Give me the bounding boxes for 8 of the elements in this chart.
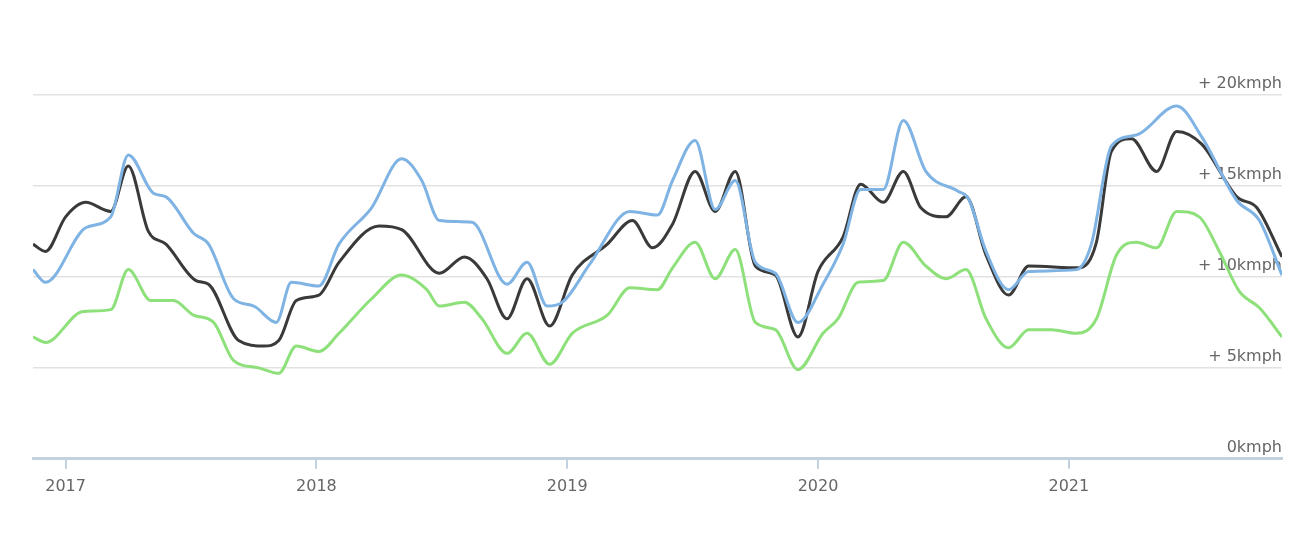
y-tick-label: 0kmph [1226, 436, 1282, 456]
x-tick-label: 2019 [546, 475, 588, 495]
x-tick-label: 2021 [1048, 475, 1090, 495]
x-tick-label: 2017 [45, 475, 86, 495]
y-tick-label: + 5kmph [1208, 346, 1282, 366]
x-tick-label: 2020 [797, 475, 839, 495]
x-tick-label: 2018 [296, 475, 337, 495]
y-tick-label: + 20kmph [1198, 73, 1282, 93]
